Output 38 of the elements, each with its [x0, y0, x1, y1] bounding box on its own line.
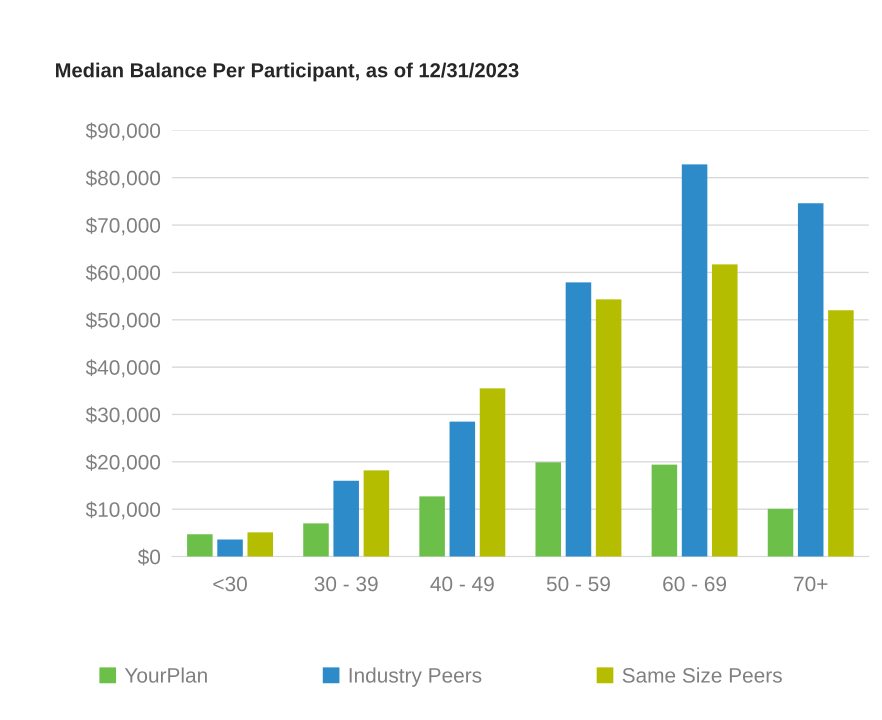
y-tick-label: $80,000 [86, 170, 160, 188]
y-tick-label: $10,000 [86, 501, 160, 520]
y-tick-label: $50,000 [86, 312, 160, 330]
bar [419, 496, 445, 557]
bar [535, 462, 562, 557]
legend-label: YourPlan [124, 667, 207, 683]
y-tick-label: $90,000 [86, 122, 160, 141]
bar [333, 480, 359, 557]
x-tick-label: 60 - 69 [663, 576, 726, 592]
x-tick-label: 40 - 49 [430, 576, 494, 592]
y-tick-label: $30,000 [86, 406, 160, 425]
x-tick-label: 50 - 59 [546, 576, 610, 592]
x-tick-label: <30 [213, 576, 247, 592]
legend-label: Industry Peers [350, 667, 482, 687]
bar [303, 523, 329, 557]
bar [450, 422, 476, 557]
legend-label: Same Size Peers [622, 667, 782, 683]
y-tick-label: $0 [138, 548, 160, 566]
bar [652, 464, 678, 557]
chart-title: Median Balance Per Participant, as of 12/31/2023 [56, 62, 518, 82]
x-tick-label: 30 - 39 [314, 576, 378, 592]
bar [712, 264, 738, 557]
bar [596, 299, 622, 557]
bar [798, 203, 824, 557]
bar [768, 508, 794, 557]
y-tick-label: $20,000 [86, 454, 160, 472]
bar [247, 532, 274, 557]
bar [566, 282, 592, 557]
bar [364, 470, 390, 557]
bar [217, 540, 243, 557]
y-tick-label: $70,000 [86, 217, 160, 236]
bar [480, 388, 506, 557]
bar [187, 534, 213, 557]
y-tick-label: $60,000 [86, 264, 160, 283]
bar [828, 310, 854, 557]
y-tick-label: $40,000 [86, 359, 160, 378]
bar [682, 164, 708, 557]
x-tick-label: 70+ [794, 576, 828, 592]
